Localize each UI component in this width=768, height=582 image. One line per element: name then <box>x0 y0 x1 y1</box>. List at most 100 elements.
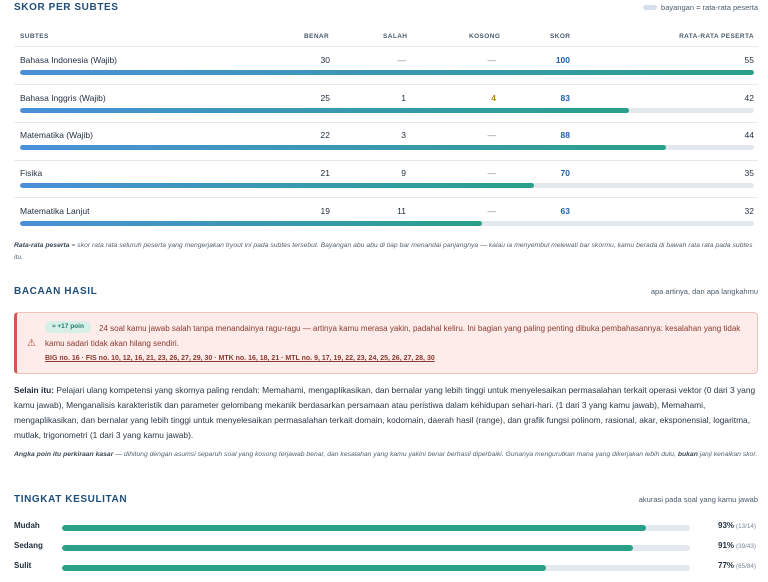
kosong-value: — <box>487 206 497 216</box>
kosong-value: — <box>487 130 497 140</box>
col-rata: RATA-RATA PESERTA <box>679 33 754 40</box>
accuracy-bar-fill <box>62 525 647 531</box>
score-bar <box>20 108 754 113</box>
difficulty-label: Sulit <box>14 561 32 570</box>
accuracy-value: 91% (39/43) <box>718 541 756 550</box>
legend: bayangan = rata-rata peserta <box>643 3 758 12</box>
benar-value: 22 <box>320 130 330 140</box>
accuracy-value: 77% (65/84) <box>718 561 756 570</box>
kosong-value: 4 <box>491 93 496 103</box>
col-salah: SALAH <box>383 33 408 40</box>
rata-value: 35 <box>744 168 754 178</box>
score-bar-fill <box>20 145 666 150</box>
divider <box>14 122 758 123</box>
table-row: Bahasa Inggris (Wajib) 25 1 4 83 42 <box>20 93 754 123</box>
accuracy-bar-fill <box>62 565 546 571</box>
reading-section-aside: apa artinya, dan apa langkahmu <box>650 287 758 296</box>
subtest-section-title: SKOR PER SUBTES <box>14 2 119 13</box>
legend-swatch <box>643 5 658 10</box>
accuracy-bar-fill <box>62 545 634 551</box>
difficulty-section-header: TINGKAT KESULITAN akurasi pada soal yang… <box>14 494 758 505</box>
alert-box: ⚠ 24 soal kamu jawab salah tanpa menanda… <box>14 312 758 374</box>
rata-value: 44 <box>744 130 754 140</box>
skor-value: 83 <box>560 93 570 103</box>
table-row: Bahasa Indonesia (Wajib) 30 — — 100 55 <box>20 55 754 85</box>
weak-label: Selain itu: <box>14 385 55 395</box>
benar-value: 25 <box>320 93 330 103</box>
skor-value: 70 <box>560 168 570 178</box>
difficulty-label: Sedang <box>14 541 43 550</box>
divider <box>14 160 758 161</box>
subtest-name: Bahasa Indonesia (Wajib) <box>20 55 118 65</box>
question-refs-link[interactable]: BIG no. 16 · FIS no. 10, 12, 16, 21, 23,… <box>45 355 435 362</box>
score-bar <box>20 221 754 226</box>
subtest-name: Matematika Lanjut <box>20 206 90 216</box>
table-row: Matematika Lanjut 19 11 — 63 32 <box>20 206 754 236</box>
divider <box>14 84 758 85</box>
accuracy-bar <box>62 525 690 531</box>
estimate-note: Angka poin itu perkiraan kasar — dihitun… <box>14 449 758 461</box>
score-bar <box>20 183 754 188</box>
warning-icon: ⚠ <box>27 338 36 349</box>
reading-section-header: BACAAN HASIL apa artinya, dan apa langka… <box>14 286 758 297</box>
difficulty-row: Sulit 77% (65/84) <box>14 561 758 575</box>
accuracy-pct: 77% <box>718 561 735 570</box>
reading-section-title: BACAAN HASIL <box>14 286 98 297</box>
accuracy-fraction: (13/14) <box>736 523 756 530</box>
kosong-value: — <box>487 168 497 178</box>
accuracy-bar <box>62 545 690 551</box>
difficulty-row: Mudah 93% (13/14) <box>14 521 758 535</box>
subtest-section-header: SKOR PER SUBTES bayangan = rata-rata pes… <box>14 2 758 13</box>
skor-value: 100 <box>555 55 570 65</box>
alert-text: 24 soal kamu jawab salah tanpa menandain… <box>45 324 741 348</box>
rata-value: 55 <box>744 55 754 65</box>
difficulty-label: Mudah <box>14 521 40 530</box>
difficulty-row: Sedang 91% (39/43) <box>14 541 758 555</box>
score-bar-fill <box>20 70 754 75</box>
average-note-term: Rata-rata peserta <box>14 242 70 249</box>
col-skor: SKOR <box>550 33 571 40</box>
salah-value: — <box>397 55 407 65</box>
average-note: Rata-rata peserta = skor rata rata selur… <box>14 240 758 264</box>
divider <box>14 46 758 47</box>
accuracy-pct: 93% <box>718 521 735 530</box>
accuracy-value: 93% (13/14) <box>718 521 756 530</box>
benar-value: 21 <box>320 168 330 178</box>
legend-label: bayangan = rata-rata peserta <box>661 3 758 12</box>
estimate-term: Angka poin itu perkiraan kasar <box>14 451 114 458</box>
salah-value: 11 <box>397 206 406 216</box>
salah-value: 9 <box>401 168 406 178</box>
points-badge: ≈ +17 poin <box>45 321 91 333</box>
score-bar-fill <box>20 183 534 188</box>
table-row: Matematika (Wajib) 22 3 — 88 44 <box>20 130 754 160</box>
subtest-name: Fisika <box>20 168 43 178</box>
salah-value: 1 <box>401 93 406 103</box>
subtest-name: Bahasa Inggris (Wajib) <box>20 93 106 103</box>
average-note-text: = skor rata rata seluruh peserta yang me… <box>14 242 753 261</box>
estimate-bold: bukan <box>677 451 698 458</box>
difficulty-section-aside: akurasi pada soal yang kamu jawab <box>638 495 758 504</box>
accuracy-bar <box>62 565 690 571</box>
skor-value: 88 <box>560 130 570 140</box>
col-subtes: SUBTES <box>20 33 49 40</box>
rata-value: 42 <box>744 93 754 103</box>
accuracy-pct: 91% <box>718 541 735 550</box>
estimate-text: — dihitung dengan asumsi separuh soal ya… <box>113 451 678 458</box>
table-row: Fisika 21 9 — 70 35 <box>20 168 754 198</box>
benar-value: 30 <box>320 55 330 65</box>
score-bar <box>20 145 754 150</box>
weak-competency-text: Selain itu: Pelajari ulang kompetensi ya… <box>14 383 756 443</box>
divider <box>14 197 758 198</box>
col-benar: BENAR <box>304 33 330 40</box>
weak-text: Pelajari ulang kompetensi yang skornya p… <box>14 385 756 440</box>
skor-value: 63 <box>560 206 570 216</box>
estimate-tail: janji kenaikan skor. <box>697 451 758 458</box>
accuracy-fraction: (39/43) <box>736 543 756 550</box>
accuracy-fraction: (65/84) <box>736 563 756 570</box>
difficulty-section-title: TINGKAT KESULITAN <box>14 494 128 505</box>
score-bar-fill <box>20 108 630 113</box>
benar-value: 19 <box>320 206 330 216</box>
score-bar-fill <box>20 221 483 226</box>
table-header: SUBTES BENAR SALAH KOSONG SKOR RATA-RATA… <box>20 33 754 43</box>
salah-value: 3 <box>401 130 406 140</box>
